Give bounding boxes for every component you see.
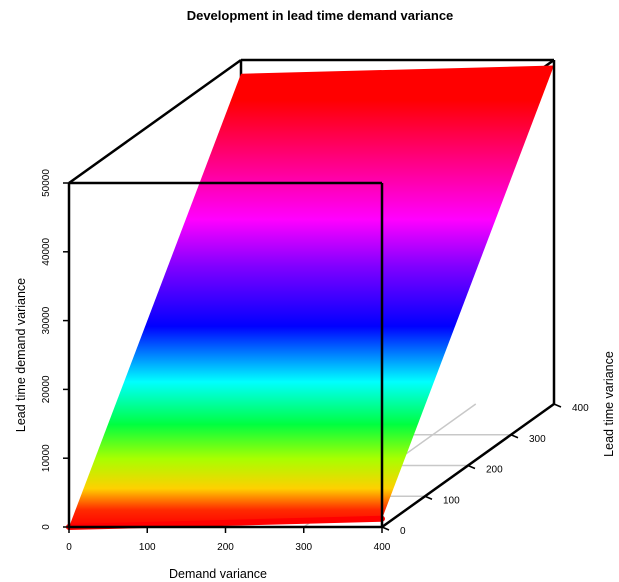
box-edge-top-left-depth [68, 58, 242, 185]
z-tick-label: 0 [41, 524, 52, 530]
z-tick-label: 10000 [41, 444, 52, 472]
z-tick-label: 20000 [41, 375, 52, 403]
y-tick [467, 464, 476, 470]
x-tick-label: 100 [139, 542, 156, 553]
y-tick-label: 300 [529, 434, 546, 445]
y-tick-label: 200 [486, 465, 503, 476]
axis-ticks [63, 182, 562, 533]
y-axis-label: Lead time variance [602, 351, 616, 457]
z-tick-label: 40000 [41, 237, 52, 265]
tick-labels: 0 100 200 300 400 0 100 200 300 400 0 10000 20000 300… [41, 169, 589, 553]
y-tick [381, 526, 390, 531]
y-tick-label: 400 [572, 403, 589, 414]
x-tick-label: 300 [295, 542, 312, 553]
surface [66, 65, 554, 530]
y-tick [424, 495, 433, 500]
y-tick [510, 434, 519, 439]
y-tick-label: 100 [443, 495, 460, 506]
surface-plane [69, 65, 554, 527]
surface-front-edge [66, 515, 385, 530]
x-tick-label: 200 [217, 542, 234, 553]
y-tick-label: 0 [400, 526, 406, 537]
x-tick-label: 400 [374, 542, 391, 553]
x-axis-label: Demand variance [169, 567, 267, 581]
box-front-edges [67, 60, 556, 529]
z-tick-label: 30000 [41, 306, 52, 334]
x-tick-label: 0 [66, 542, 72, 553]
chart-title: Development in lead time demand variance [187, 8, 454, 23]
y-tick [553, 403, 562, 408]
z-axis-label: Lead time demand variance [14, 278, 28, 432]
z-tick-label: 50000 [41, 169, 52, 197]
